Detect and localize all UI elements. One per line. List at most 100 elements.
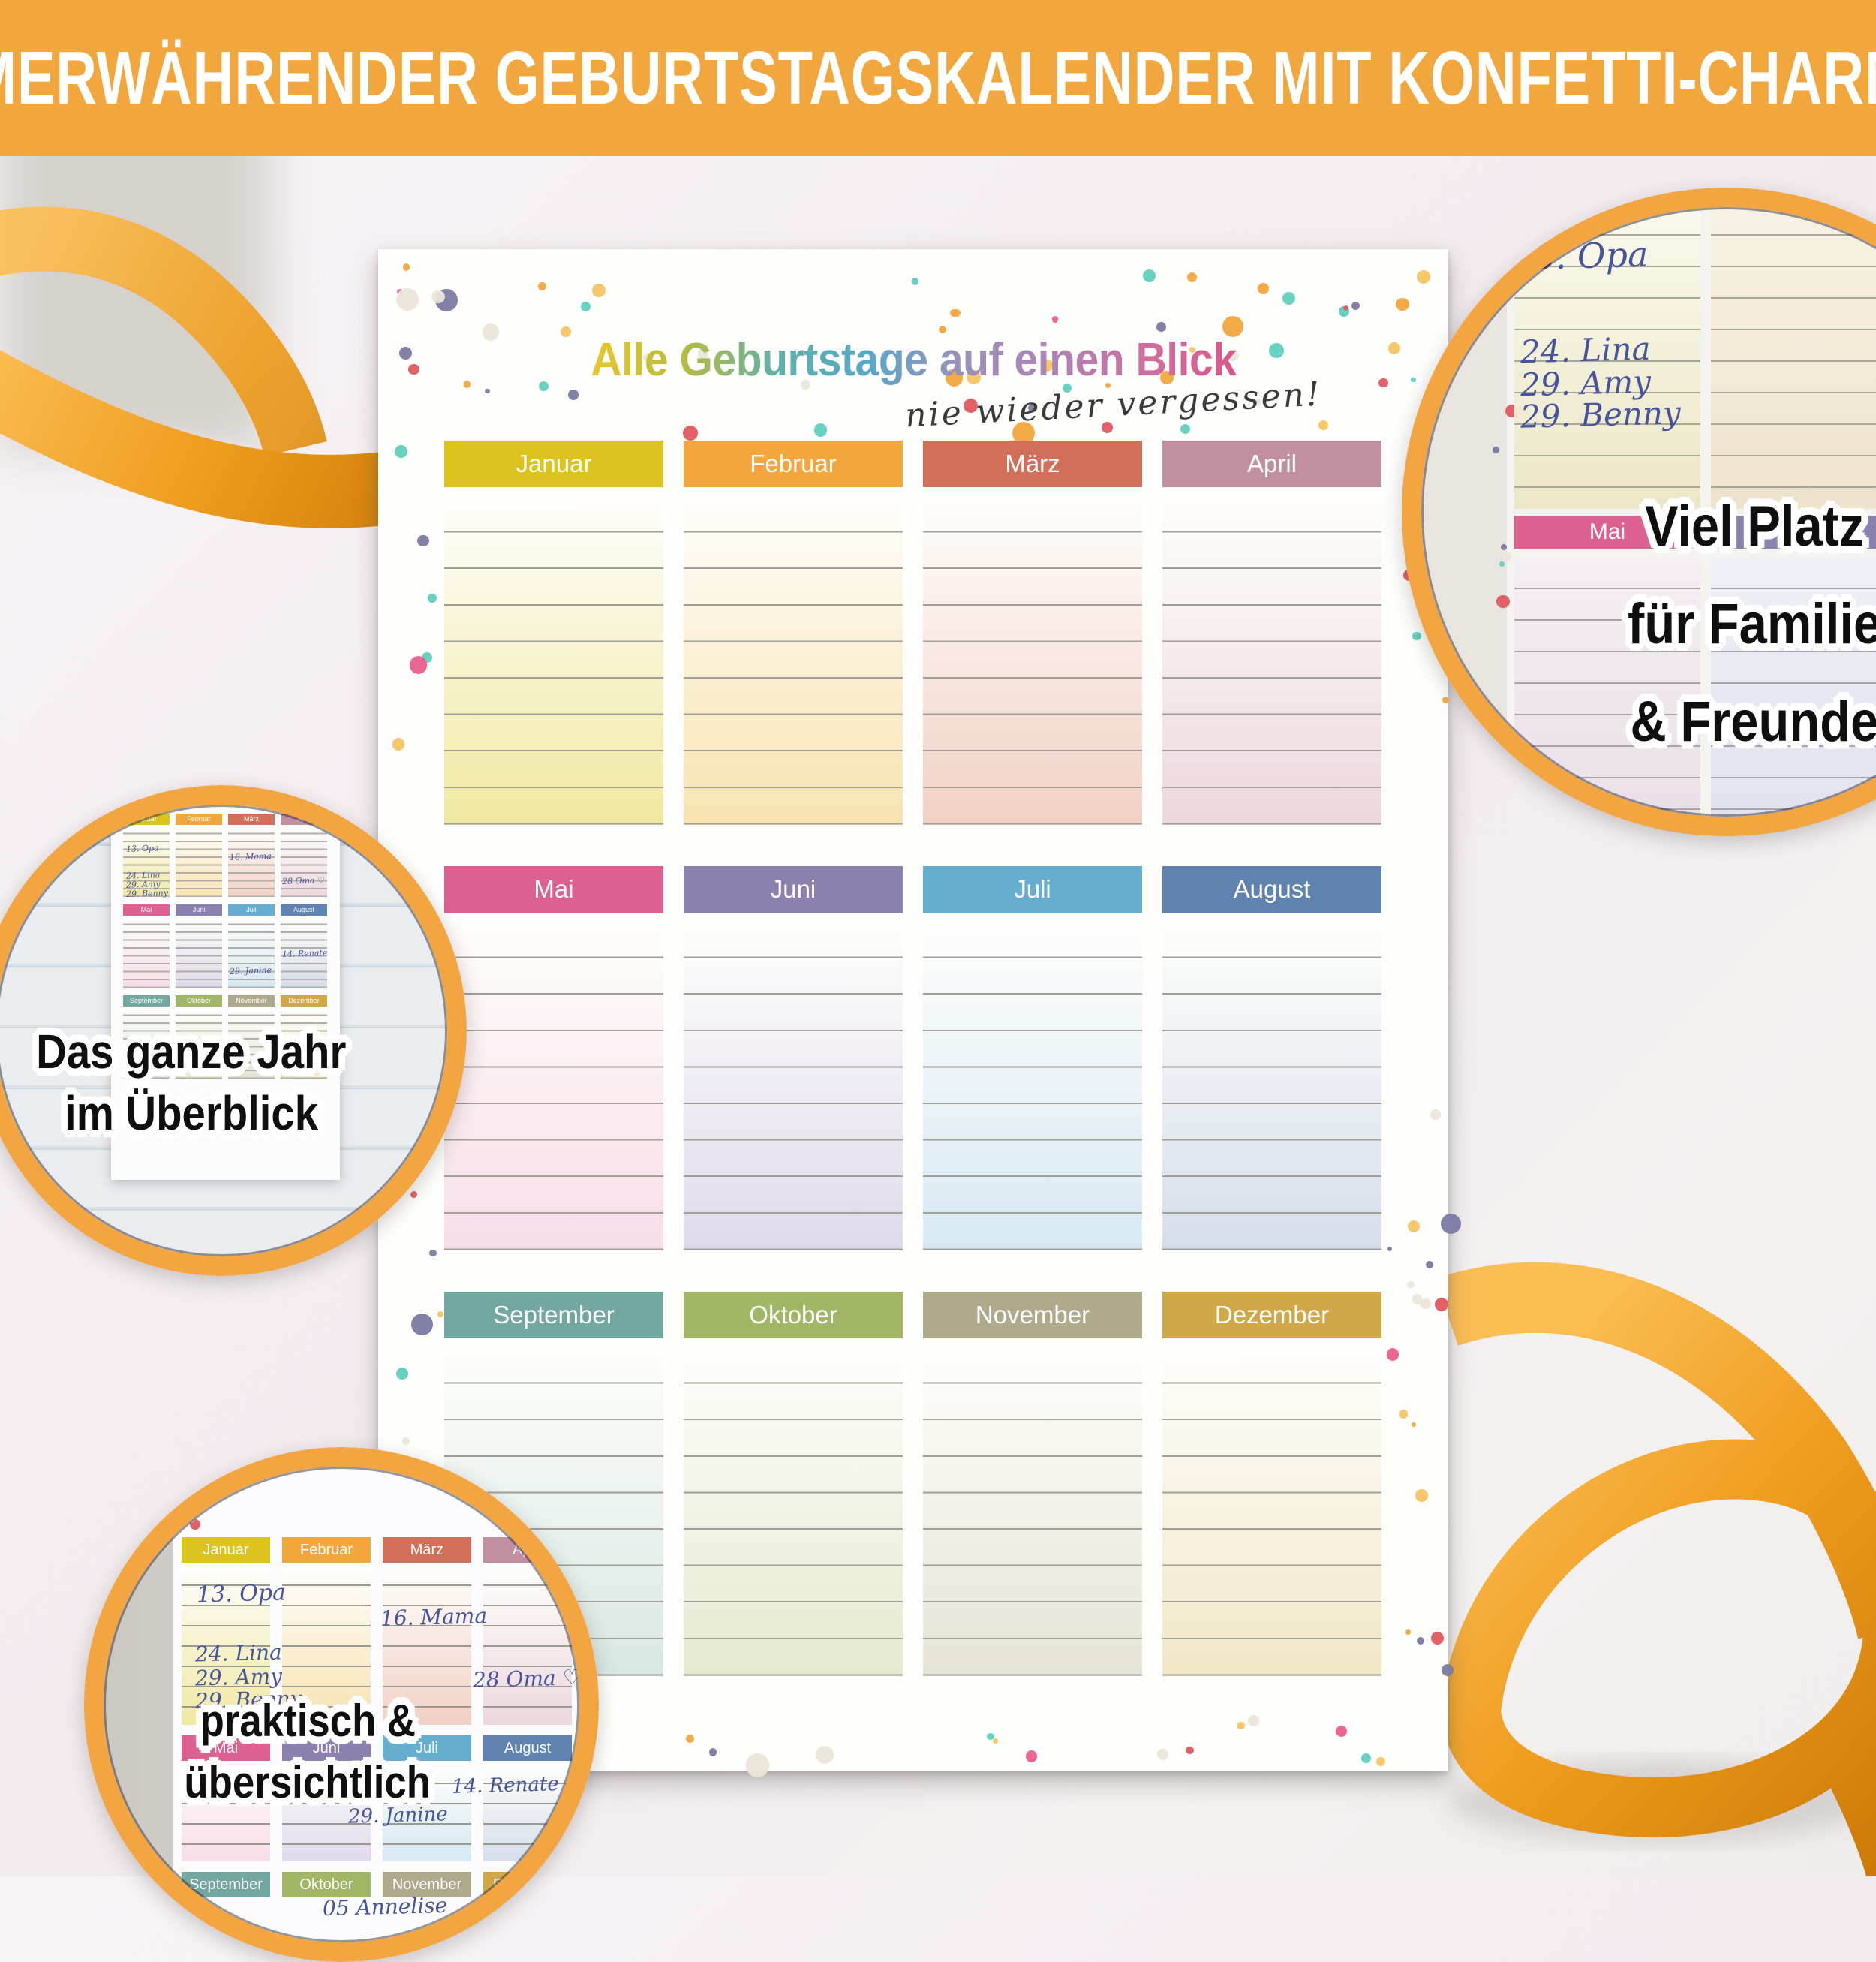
callout-label-line1: praktisch & <box>200 1696 416 1746</box>
confetti-dot <box>1360 1753 1371 1764</box>
handwritten-entry-mama: 16. Mama <box>229 851 272 862</box>
mini-month-header-januar: Januar <box>123 814 170 825</box>
confetti-dot <box>410 1191 418 1199</box>
month-body-januar <box>444 496 663 825</box>
photo-month-header-april: April <box>483 1537 572 1563</box>
poster-title-text: Alle Geburtstage auf einen Blick <box>590 334 1237 386</box>
confetti-dot <box>1142 269 1156 282</box>
confetti-dot <box>746 1753 770 1777</box>
photo-column-februar <box>1711 188 1876 509</box>
callout-label-line3: & Freunde <box>1630 690 1876 754</box>
mini-month-header-juni: Juni <box>176 904 222 916</box>
mini-month-header-november: November <box>228 995 275 1007</box>
confetti-dot <box>410 1314 433 1336</box>
month-juli: Juli <box>923 866 1142 1250</box>
mini-month-header-mai: Mai <box>123 904 170 916</box>
mini-month-juli: Juli <box>228 904 275 988</box>
handwritten-entry-opa: 13. Opa <box>1511 233 1649 278</box>
callout-circle-practical: Januar Februar März April Mai Juni Juli August S… <box>84 1447 599 1962</box>
confetti-dot <box>1420 1298 1431 1310</box>
confetti-dot <box>952 308 961 317</box>
photo-month-label-oktober: Oktober <box>1777 829 1857 836</box>
mini-month-body-januar <box>123 826 170 897</box>
confetti-dot <box>967 370 982 385</box>
handwritten-entry-benny: 29. Benny <box>125 888 169 899</box>
mini-month-april: April <box>281 814 327 897</box>
callout-label-line2: für Familie <box>1627 592 1876 656</box>
confetti-dot <box>392 738 404 751</box>
callout-label-line1: Viel Platz <box>1644 495 1865 558</box>
headline-text: IMMERWÄHRENDER GEBURTSTAGSKALENDER MIT K… <box>0 35 1876 120</box>
month-header-august: August <box>1162 866 1381 913</box>
handwritten-entry-oma: 28 Oma ♡ <box>472 1665 582 1693</box>
confetti-dot <box>409 656 428 674</box>
confetti-dot <box>1237 1721 1245 1730</box>
confetti-dot <box>643 352 653 363</box>
confetti-dot <box>1222 315 1244 338</box>
month-body-mai <box>444 922 663 1250</box>
mini-calendar-subtitle: nie wieder vergessen! <box>247 795 315 806</box>
photo-month-header-september: September <box>182 1872 270 1897</box>
confetti-dot <box>482 323 500 342</box>
confetti-dot <box>1407 1280 1415 1289</box>
month-header-november: November <box>923 1292 1142 1338</box>
photo-month-header-oktober: Oktober <box>282 1872 371 1897</box>
months-grid: Januar Februar März April Mai Juni Juli August S… <box>444 441 1381 1676</box>
mini-month-februar: Februar <box>176 814 222 897</box>
confetti-dot <box>992 1738 998 1744</box>
photo-month-november: November <box>383 1872 471 1897</box>
month-body-märz <box>923 496 1142 825</box>
confetti-dot <box>1254 399 1262 406</box>
headline-banner: IMMERWÄHRENDER GEBURTSTAGSKALENDER MIT K… <box>0 0 1876 156</box>
month-header-juni: Juni <box>684 866 903 913</box>
confetti-dot <box>183 1536 196 1550</box>
confetti-dot <box>1399 1410 1409 1419</box>
month-april: April <box>1162 441 1381 825</box>
handwritten-entry-annelise: 05 Annelise <box>322 1892 448 1921</box>
photo-column-januar <box>1514 188 1700 509</box>
mini-month-body-juli <box>228 917 275 988</box>
month-mai: Mai <box>444 866 663 1250</box>
confetti-dot <box>1378 378 1388 388</box>
ribbon-diagonal-strand <box>1436 1262 1876 1639</box>
mini-month-juni: Juni <box>176 904 222 988</box>
confetti-dot <box>395 445 407 458</box>
confetti-dot <box>1226 348 1239 361</box>
month-header-märz: März <box>923 441 1142 487</box>
confetti-dot <box>1342 305 1348 311</box>
confetti-dot <box>1159 370 1174 384</box>
confetti-dot <box>1408 1220 1421 1233</box>
mini-month-body-februar <box>176 826 222 897</box>
mini-calendar-title: Alle Geburtstage auf einen Blick <box>111 787 340 796</box>
confetti-dot <box>395 1367 408 1380</box>
month-header-januar: Januar <box>444 441 663 487</box>
confetti-dot <box>1102 422 1113 434</box>
month-header-dezember: Dezember <box>1162 1292 1381 1338</box>
mini-month-header-februar: Februar <box>176 814 222 825</box>
handwritten-entry-amy: 29. Amy <box>1520 363 1652 404</box>
confetti-dot <box>698 348 709 359</box>
confetti-dot <box>1028 403 1037 413</box>
month-body-april <box>1162 496 1381 825</box>
confetti-dot <box>1156 321 1166 332</box>
confetti-dot <box>1025 1750 1038 1762</box>
poster-title: Alle Geburtstage auf einen Blick <box>378 333 1448 387</box>
confetti-dot <box>1411 1422 1417 1428</box>
confetti-dot <box>911 277 919 285</box>
confetti-dot <box>1505 760 1510 766</box>
confetti-dot <box>402 263 410 271</box>
confetti-dot <box>431 290 445 304</box>
confetti-dot <box>813 423 828 437</box>
month-body-dezember <box>1162 1347 1381 1676</box>
confetti-dot <box>708 1748 717 1756</box>
confetti-dot <box>184 1511 196 1523</box>
photo-month-oktober: Oktober <box>282 1872 371 1897</box>
confetti-dot <box>1282 291 1296 305</box>
handwritten-entry-oma: 28 Oma ♡ <box>281 875 326 886</box>
confetti-dot <box>685 1734 695 1744</box>
month-januar: Januar <box>444 441 663 825</box>
confetti-dot <box>1441 1663 1454 1676</box>
mini-month-mai: Mai <box>123 904 170 988</box>
confetti-dot <box>401 1437 410 1445</box>
